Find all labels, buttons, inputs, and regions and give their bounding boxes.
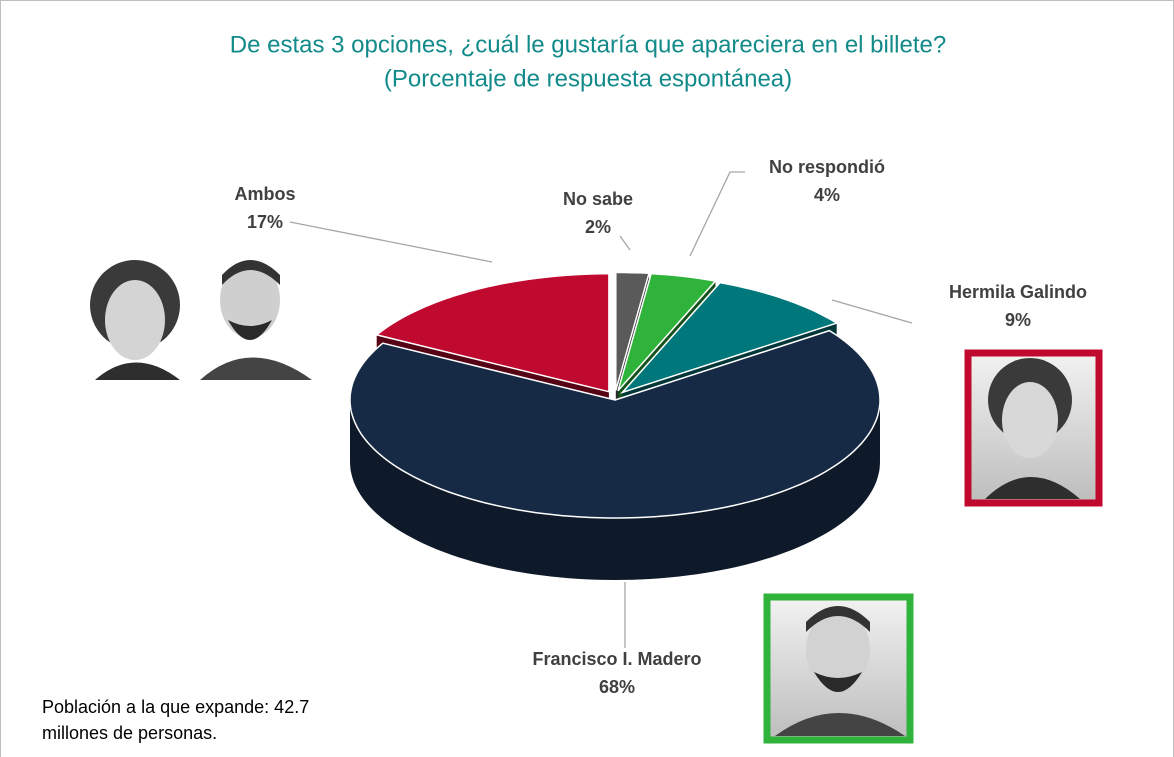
slice-label: Hermila Galindo [949, 282, 1087, 302]
value-label: 17% [247, 212, 283, 232]
slice [375, 272, 610, 393]
portrait-madero [763, 593, 914, 744]
slice-side [350, 400, 880, 580]
footnote: Población a la que expande: 42.7 millone… [42, 697, 310, 743]
slice [617, 272, 717, 392]
slice-label: Ambos [234, 184, 295, 204]
chart-subtitle: (Porcentaje de respuesta espontánea) [384, 65, 792, 92]
value-label: 68% [599, 677, 635, 697]
leader-line [289, 221, 493, 263]
value-label: 4% [814, 185, 840, 205]
leader-line [689, 171, 745, 257]
slice-label: No sabe [563, 189, 633, 209]
slice [620, 281, 839, 394]
slice [349, 329, 881, 519]
value-label: 9% [1005, 310, 1031, 330]
slice-label: Francisco I. Madero [532, 649, 701, 669]
chart-title: De estas 3 opciones, ¿cuál le gustaría q… [230, 31, 946, 58]
slice-label: No respondió [769, 157, 885, 177]
portraits-both [80, 255, 315, 380]
slice [615, 271, 650, 391]
value-label: 2% [585, 217, 611, 237]
portrait-hermila [964, 349, 1103, 507]
leader-line [831, 299, 913, 324]
leader-line [619, 235, 631, 251]
